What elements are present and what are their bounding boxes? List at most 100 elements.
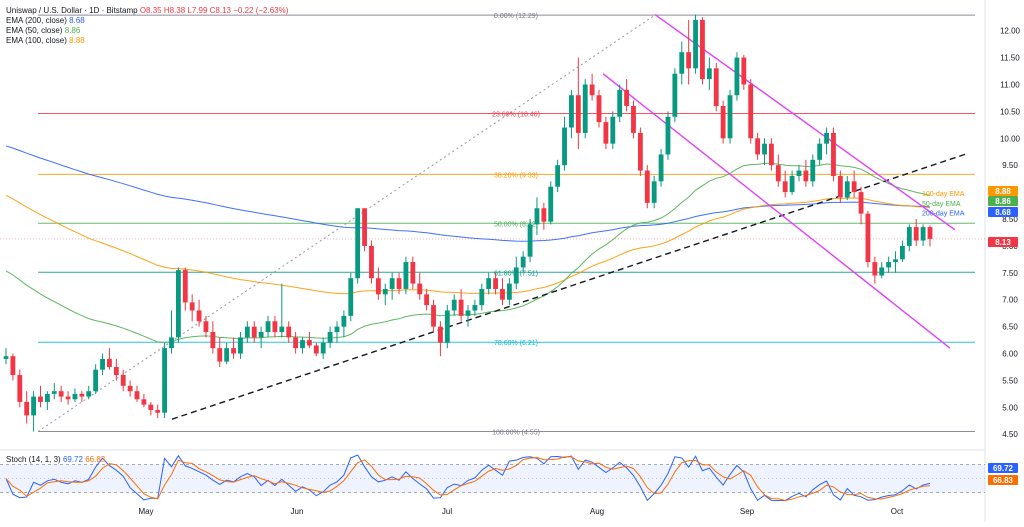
candle-body [100, 358, 105, 370]
ema100-value: 8.88 [69, 36, 85, 45]
candle-body [120, 375, 126, 386]
price-tag [988, 207, 1018, 217]
price-tick-label: 8.50 [1002, 215, 1018, 224]
candle-body [700, 19, 705, 80]
candle-body [906, 227, 912, 246]
candle-body [927, 227, 933, 239]
candle-body [844, 181, 850, 198]
stoch-d-value: 66.83 [85, 455, 106, 464]
fib-label: 78.60% (6.21) [494, 340, 538, 347]
candle-body [189, 302, 195, 311]
price-tick-label: 12.00 [1000, 27, 1021, 36]
price-tag [988, 196, 1018, 206]
candle-body [506, 283, 512, 300]
ema50-value: 8.86 [64, 26, 81, 35]
candle-body [86, 391, 92, 397]
candle-body [17, 375, 23, 402]
time-tick-label: Sep [740, 507, 755, 516]
candle-body [562, 127, 567, 166]
price-tag-value: 8.13 [995, 238, 1011, 247]
candle-body [38, 396, 43, 402]
candle-body [479, 288, 485, 306]
candle-body [410, 262, 416, 284]
candle-body [493, 278, 498, 289]
candle-body [527, 224, 533, 257]
candle-body [679, 52, 685, 74]
stoch-tag-value: 69.72 [993, 464, 1014, 473]
candle-body [768, 143, 774, 166]
ema200-label: EMA (200, close) [6, 16, 67, 25]
candle-body [596, 95, 602, 123]
candle-body [706, 68, 712, 80]
candle-body [589, 84, 595, 96]
candle-body [900, 245, 905, 260]
candle-body [196, 310, 202, 322]
candle-body [431, 305, 436, 327]
candle-body [555, 165, 561, 187]
candle-body [148, 404, 154, 411]
price-tick-label: 11.00 [1000, 80, 1020, 89]
candle-body [858, 192, 864, 214]
candle-body [224, 348, 230, 362]
candle-body [465, 310, 471, 316]
candle-body [396, 278, 402, 289]
candle-body [444, 310, 450, 343]
candle-body [293, 337, 299, 349]
candle-body [658, 154, 664, 182]
candle-body [693, 19, 698, 69]
candle-body [534, 208, 540, 225]
candle-body [31, 396, 36, 416]
stoch-tag [988, 475, 1018, 485]
candle-body [451, 299, 457, 311]
price-tick-label: 7.50 [1002, 269, 1018, 278]
candle-body [651, 181, 657, 203]
candle-body [837, 175, 843, 198]
stoch-tag-value: 66.83 [993, 476, 1014, 485]
candle-body [617, 89, 623, 117]
candle-body [375, 278, 381, 295]
candle-body [134, 391, 140, 400]
legend-symbol-row: Uniswap / U.S. Dollar · 1D · Bitstamp O8… [6, 6, 288, 16]
candle-body [162, 348, 168, 413]
legend-ema100[interactable]: EMA (100, close) 8.88 [6, 36, 288, 46]
price-tag-value: 8.68 [995, 208, 1011, 217]
fib-label: 0.00% (12.29) [494, 13, 538, 20]
stoch-legend[interactable]: Stoch (14, 1, 3) 69.72 66.83 [6, 455, 105, 464]
candle-body [320, 342, 326, 354]
candle-body [286, 326, 292, 338]
candle-body [113, 366, 119, 376]
fib-label: 38.20% (9.33) [494, 172, 538, 179]
candle-body [258, 332, 264, 338]
candle-body [513, 267, 519, 284]
candle-body [831, 132, 836, 176]
legend-ema200[interactable]: EMA (200, close) 8.68 [6, 16, 288, 26]
ema100-label: EMA (100, close) [6, 36, 67, 45]
candle-body [203, 321, 209, 333]
candle-body [93, 369, 99, 392]
candle-body [389, 278, 395, 289]
candle-body [713, 68, 719, 107]
candle-body [686, 52, 692, 69]
time-tick-label: Aug [590, 507, 604, 516]
candle-body [382, 288, 388, 295]
candle-body [182, 270, 188, 303]
candle-body [306, 340, 312, 346]
time-tick-label: Jun [291, 507, 304, 516]
candle-body [775, 165, 781, 182]
candle-body [327, 332, 333, 343]
candle-body [920, 227, 926, 241]
candle-body [631, 106, 636, 133]
candle-body [727, 95, 733, 139]
candle-body [824, 132, 829, 144]
candle-body [762, 143, 767, 155]
stoch-label: Stoch (14, 1, 3) [6, 455, 61, 464]
candle-body [265, 321, 271, 333]
price-tick-label: 6.50 [1002, 323, 1018, 332]
candle-body [3, 356, 9, 359]
candle-body [796, 170, 802, 176]
candle-body [272, 321, 278, 333]
price-tick-label: 10.00 [1000, 134, 1021, 143]
legend-ema50[interactable]: EMA (50, close) 8.86 [6, 26, 288, 36]
ema100-line [5, 194, 931, 295]
